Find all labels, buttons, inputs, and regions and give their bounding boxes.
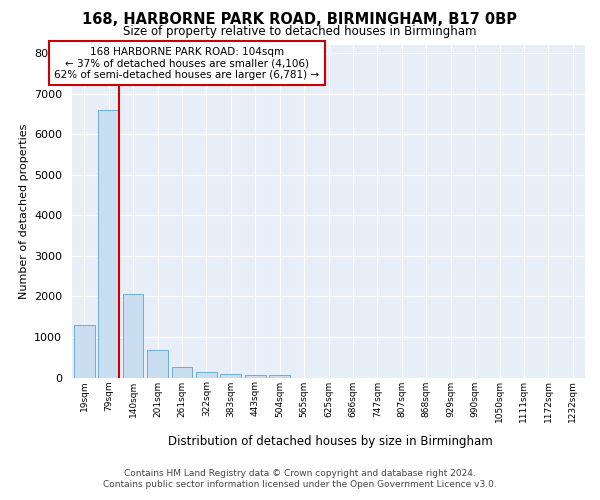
Y-axis label: Number of detached properties: Number of detached properties [19,124,29,299]
Text: Distribution of detached houses by size in Birmingham: Distribution of detached houses by size … [167,435,493,448]
Bar [245,376,266,378]
Bar [220,374,241,378]
Text: Contains HM Land Registry data © Crown copyright and database right 2024.: Contains HM Land Registry data © Crown c… [124,469,476,478]
Bar [147,350,168,378]
Bar [269,376,290,378]
Bar [196,372,217,378]
Bar [172,366,193,378]
Bar [98,110,119,378]
Text: Contains public sector information licensed under the Open Government Licence v3: Contains public sector information licen… [103,480,497,489]
Text: Size of property relative to detached houses in Birmingham: Size of property relative to detached ho… [123,25,477,38]
Text: 168, HARBORNE PARK ROAD, BIRMINGHAM, B17 0BP: 168, HARBORNE PARK ROAD, BIRMINGHAM, B17… [83,12,517,28]
Bar [74,325,95,378]
Text: 168 HARBORNE PARK ROAD: 104sqm
← 37% of detached houses are smaller (4,106)
62% : 168 HARBORNE PARK ROAD: 104sqm ← 37% of … [54,46,319,80]
Bar [122,294,143,378]
